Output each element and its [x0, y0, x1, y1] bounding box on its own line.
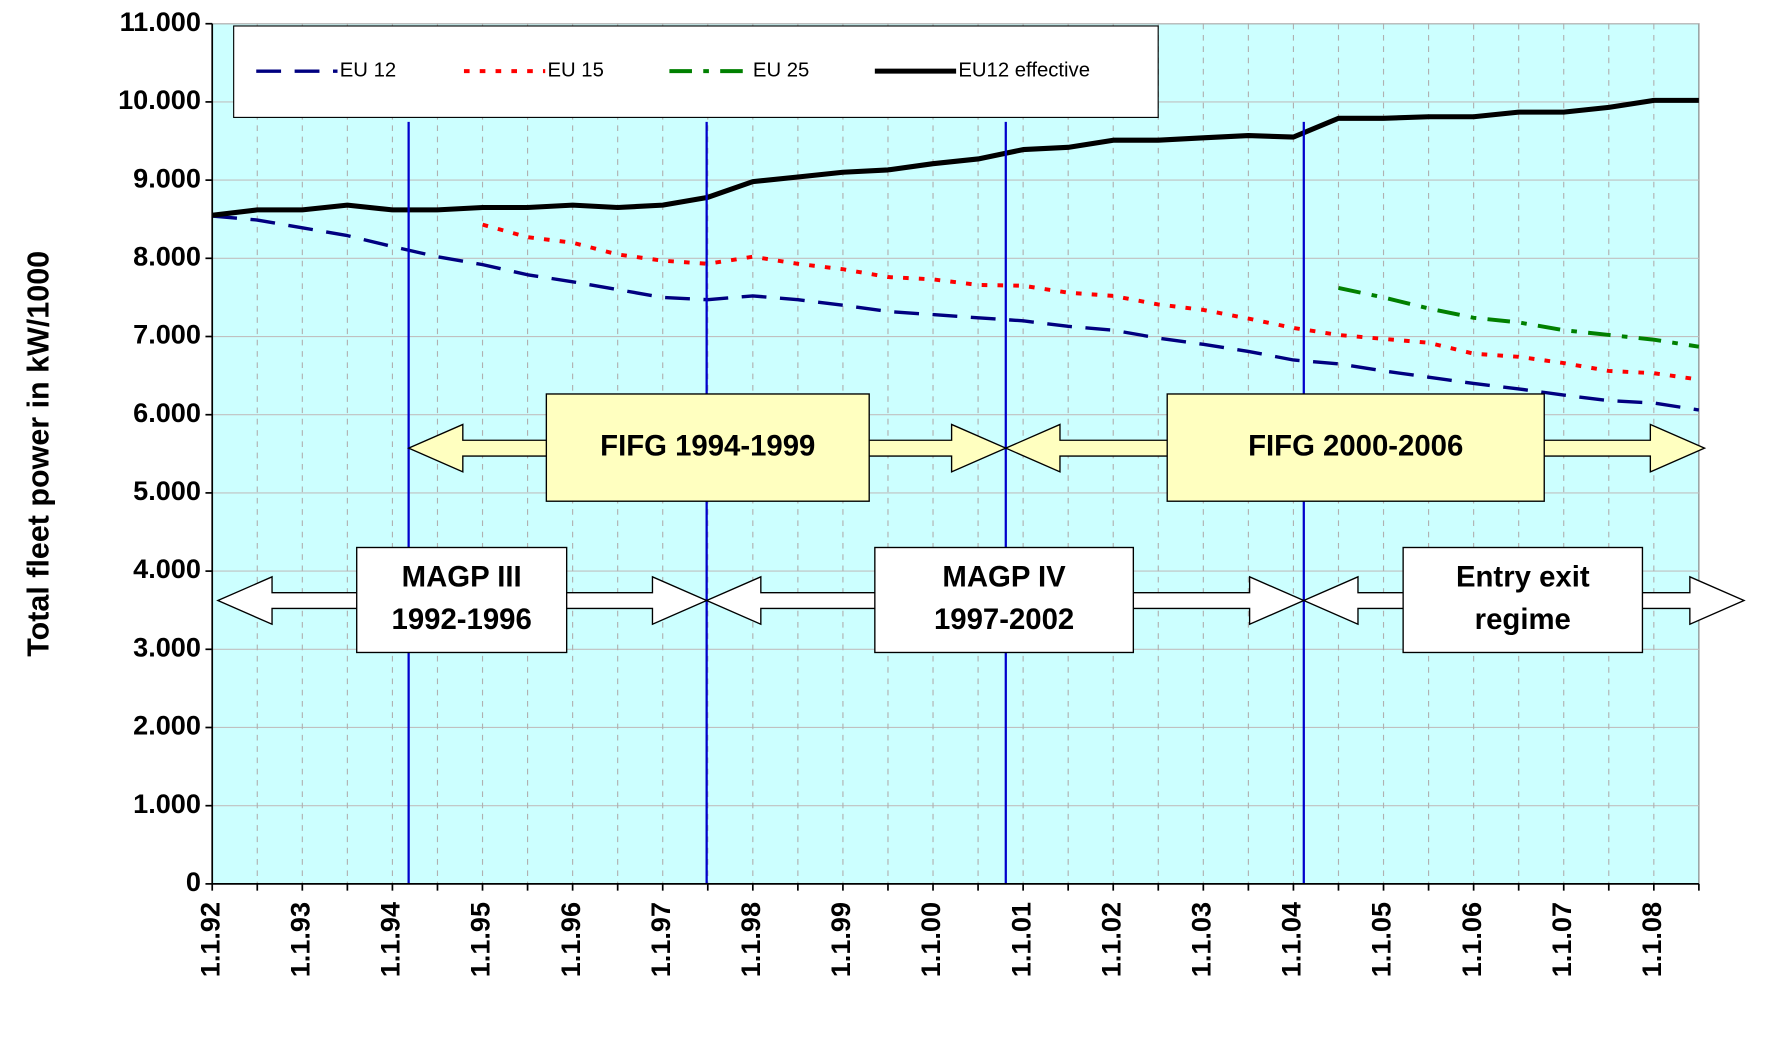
x-tick-label: 1.1.00 — [915, 902, 946, 977]
y-tick-label: 3.000 — [133, 631, 201, 662]
annotation-box — [545, 393, 870, 502]
annotation-text: FIFG 2000-2006 — [1248, 429, 1463, 462]
y-tick-label: 4.000 — [133, 553, 201, 584]
annotation-box — [1402, 546, 1644, 654]
legend-label: EU 12 — [340, 59, 396, 81]
legend-box — [233, 25, 1159, 118]
x-tick-label: 1.1.01 — [1005, 902, 1036, 977]
annotation-text: FIFG 1994-1999 — [600, 429, 815, 462]
y-tick-label: 10.000 — [118, 84, 201, 115]
x-tick-label: 1.1.97 — [645, 902, 676, 977]
series-line — [211, 97, 1699, 218]
period-lines — [407, 121, 1305, 884]
legend-label: EU 25 — [753, 59, 809, 81]
annotation-text: MAGP IV — [942, 560, 1066, 593]
series-line — [1338, 286, 1700, 349]
y-tick-label: 8.000 — [133, 240, 201, 271]
y-tick-label: 2.000 — [133, 710, 201, 741]
annotation-text: Entry exit — [1456, 560, 1590, 593]
x-tick-label: 1.1.06 — [1456, 902, 1487, 977]
annotation-text: 1992-1996 — [392, 603, 532, 636]
annotation-box — [1166, 393, 1545, 502]
axes: 0 1.000 2.000 3.000 4.000 5.000 6.000 7.000 8.00… — [118, 6, 1700, 977]
legend-label: EU12 effective — [958, 59, 1090, 81]
legend: EU 12 EU 15 EU 25 EU12 effective — [233, 25, 1159, 118]
series-lines — [211, 97, 1700, 412]
x-tick-label: 1.1.95 — [465, 902, 496, 977]
y-axis-title: Total fleet power in kW/1000 — [22, 251, 56, 657]
series-line — [212, 214, 1700, 412]
annotation-text: 1997-2002 — [934, 603, 1074, 636]
annotation-box — [874, 546, 1135, 654]
y-tick-label: 0 — [186, 866, 201, 897]
x-tick-label: 1.1.98 — [735, 902, 766, 977]
x-tick-label: 1.1.02 — [1095, 902, 1126, 977]
series-line — [482, 222, 1700, 382]
x-tick-label: 1.1.94 — [375, 902, 406, 977]
x-tick-label: 1.1.99 — [825, 902, 856, 977]
x-tick-label: 1.1.03 — [1185, 902, 1216, 977]
x-tick-label: 1.1.08 — [1636, 902, 1667, 977]
y-tick-label: 6.000 — [133, 397, 201, 428]
annotation-box — [356, 546, 568, 654]
annotation-text: regime — [1475, 603, 1571, 636]
y-tick-label: 5.000 — [133, 475, 201, 506]
annotations: FIFG 1994-1999 FIFG 2000-2006 MAGP III 1992… — [216, 393, 1746, 654]
x-tick-label: 1.1.07 — [1546, 902, 1577, 977]
x-tick-label: 1.1.96 — [555, 902, 586, 977]
y-tick-label: 1.000 — [133, 788, 201, 819]
x-tick-label: 1.1.04 — [1276, 902, 1307, 977]
y-tick-label: 7.000 — [133, 319, 201, 350]
x-tick-label: 1.1.93 — [284, 902, 315, 977]
x-tick-label: 1.1.92 — [194, 902, 225, 977]
x-tick-label: 1.1.05 — [1366, 902, 1397, 977]
annotation-text: MAGP III — [402, 560, 522, 593]
legend-label: EU 15 — [547, 59, 603, 81]
y-tick-label: 9.000 — [133, 162, 201, 193]
y-tick-label: 11.000 — [120, 6, 201, 37]
